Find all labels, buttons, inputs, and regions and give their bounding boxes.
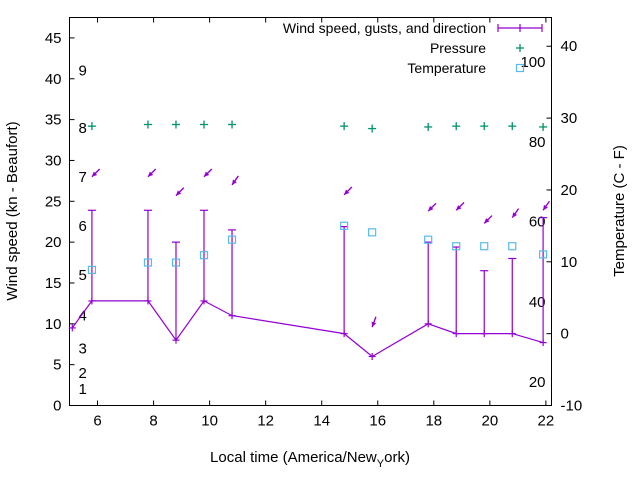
- chart-legend: Wind speed, gusts, and direction Pressure…: [283, 20, 543, 76]
- wind-direction-arrowhead: [543, 204, 548, 211]
- y-tick-label-left: 45: [45, 30, 62, 47]
- y-tick-label-left: 40: [45, 71, 62, 88]
- legend-swatch-temperature: [515, 63, 525, 73]
- x-tick-label: 18: [425, 413, 442, 430]
- y-tick-label-left: 25: [45, 193, 62, 210]
- beaufort-label: 9: [79, 63, 87, 80]
- y-tick-label-right: 40: [561, 38, 578, 55]
- temperature-marker: [480, 242, 489, 251]
- legend-label: Pressure: [430, 40, 486, 56]
- legend-label: Wind speed, gusts, and direction: [283, 20, 486, 36]
- x-tick-label: 6: [93, 413, 101, 430]
- x-axis-title: Local time (America/NewYork): [210, 449, 410, 470]
- y-tick-label-right: -10: [561, 398, 583, 415]
- y-tick-label-right: 10: [561, 254, 578, 271]
- y-axis-left-ticks: 0 5 10 15 20 25 30 35 40 45: [45, 30, 75, 415]
- temperature-marker: [340, 221, 349, 230]
- wind-direction-arrowhead: [232, 179, 237, 185]
- y-tick-label-left: 0: [53, 398, 61, 415]
- x-tick-label: 16: [369, 413, 386, 430]
- y-tick-label-right: 30: [561, 110, 578, 127]
- y-tick-label-right: 20: [561, 182, 578, 199]
- wind-direction-arrowhead: [484, 218, 490, 224]
- wind-direction-arrowhead: [147, 171, 154, 177]
- plot-frame: [69, 17, 552, 406]
- y-tick-label-left: 20: [45, 234, 62, 251]
- wind-speed-markers: [68, 297, 547, 360]
- wind-speed-polyline: [71, 300, 544, 358]
- wind-direction-arrowhead: [456, 205, 462, 211]
- y-tick-label-left: 35: [45, 112, 62, 129]
- x-tick-label: 8: [149, 413, 157, 430]
- x-tick-label: 20: [482, 413, 499, 430]
- legend-label: Temperature: [407, 60, 486, 76]
- temperature-marker: [538, 250, 548, 259]
- fahrenheit-label: 20: [529, 374, 546, 391]
- temperature-marker: [368, 228, 377, 237]
- temperature-marker: [227, 235, 237, 244]
- wind-direction-arrowhead: [371, 321, 377, 328]
- wind-direction-arrowhead: [91, 171, 98, 177]
- x-tick-label: 10: [201, 413, 218, 430]
- x-tick-label: 12: [257, 413, 274, 430]
- y-tick-label-left: 10: [45, 316, 62, 333]
- y-tick-label-left: 5: [53, 357, 61, 374]
- y-tick-label-right: 0: [561, 326, 569, 343]
- temperature-marker: [87, 265, 97, 275]
- y-axis-right-title: Temperature (C - F): [611, 145, 628, 277]
- wind-direction-arrowhead: [512, 212, 518, 218]
- beaufort-label: 5: [79, 267, 87, 284]
- temperature-marker: [143, 258, 153, 267]
- temperature-marker: [424, 235, 433, 244]
- beaufort-label: 6: [79, 218, 87, 235]
- wind-direction-arrows: [91, 168, 550, 328]
- fahrenheit-label: 100: [520, 54, 545, 71]
- y-tick-label-left: 30: [45, 152, 62, 169]
- temperature-marker: [508, 242, 517, 251]
- beaufort-label: 4: [79, 308, 87, 325]
- x-tick-label: 22: [538, 413, 555, 430]
- x-tick-label: 14: [313, 413, 330, 430]
- fahrenheit-label: 40: [529, 294, 546, 311]
- beaufort-label: 2: [79, 365, 87, 382]
- beaufort-scale-labels: 12 3 4 5 6 7 8 9: [79, 63, 87, 399]
- gust-error-bars: [87, 209, 548, 343]
- wind-direction-arrowhead: [175, 190, 182, 196]
- wind-speed-line: [71, 300, 544, 358]
- temperature-marker: [199, 251, 209, 260]
- temperature-markers: [87, 221, 548, 275]
- x-axis-ticks: 6 8 10 12 14 16 18 20 22: [93, 17, 555, 430]
- temperature-marker: [452, 242, 461, 251]
- pressure-markers: [87, 120, 548, 133]
- beaufort-label: 7: [79, 169, 87, 186]
- temperature-marker: [171, 258, 181, 267]
- wind-direction-arrowhead: [428, 205, 434, 212]
- beaufort-label: 8: [79, 120, 87, 137]
- wind-direction-arrowhead: [204, 171, 210, 177]
- fahrenheit-label: 80: [529, 134, 546, 151]
- wind-direction-arrowhead: [344, 189, 350, 195]
- y-tick-label-left: 15: [45, 275, 62, 292]
- beaufort-label: 3: [79, 340, 87, 357]
- y-axis-left-title: Wind speed (kn - Beaufort): [4, 121, 21, 300]
- y-axis-right-ticks: -10 0 10 20 30 40: [546, 38, 583, 415]
- beaufort-label: 1: [79, 381, 87, 398]
